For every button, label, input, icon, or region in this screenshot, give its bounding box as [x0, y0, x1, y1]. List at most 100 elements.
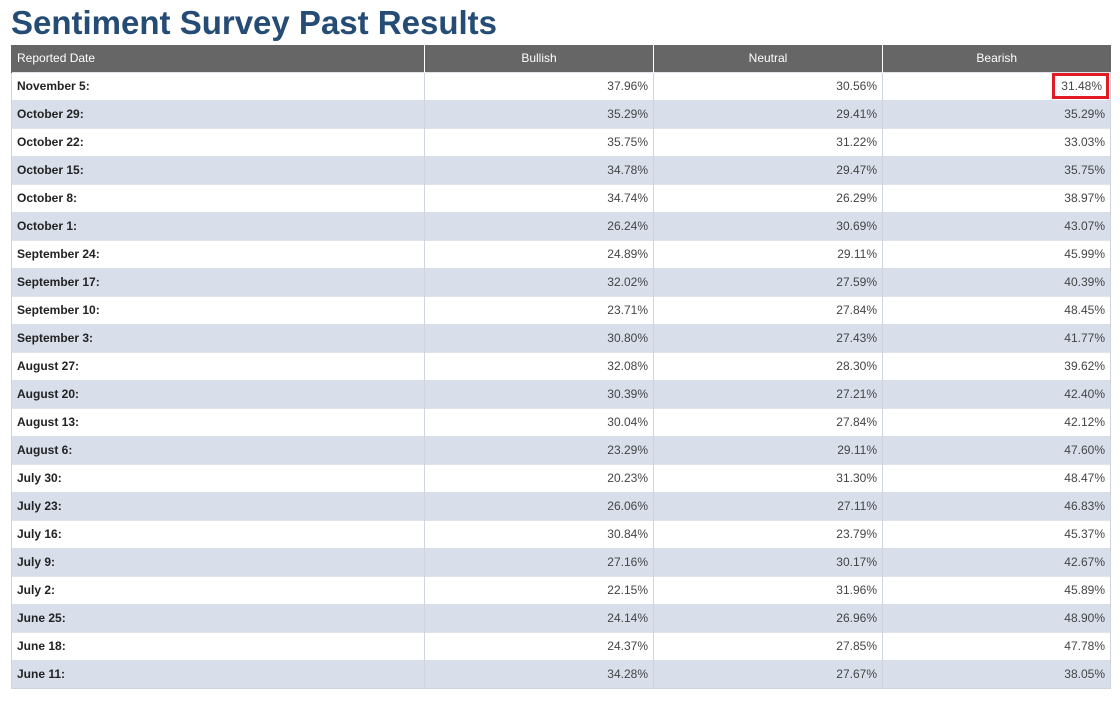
table-body: November 5: 37.96% 30.56% 31.48% October 29:…	[11, 71, 1111, 689]
cell-reported-date: July 16:	[11, 519, 425, 548]
cell-bearish: 42.67%	[882, 547, 1111, 576]
cell-neutral: 28.30%	[653, 351, 883, 380]
table-row: October 8: 34.74% 26.29% 38.97%	[11, 183, 1111, 212]
cell-bearish: 48.45%	[882, 295, 1111, 324]
cell-bearish: 35.75%	[882, 155, 1111, 184]
cell-bullish: 30.04%	[424, 407, 654, 436]
cell-bearish: 33.03%	[882, 127, 1111, 156]
cell-bullish: 30.84%	[424, 519, 654, 548]
cell-bearish: 48.90%	[882, 603, 1111, 632]
cell-bullish: 30.80%	[424, 323, 654, 352]
cell-reported-date: July 9:	[11, 547, 425, 576]
page-title: Sentiment Survey Past Results	[11, 4, 498, 41]
header-bearish: Bearish	[882, 45, 1111, 72]
cell-bullish: 22.15%	[424, 575, 654, 604]
cell-neutral: 30.69%	[653, 211, 883, 240]
cell-neutral: 27.85%	[653, 631, 883, 660]
cell-reported-date: October 29:	[11, 99, 425, 128]
cell-reported-date: July 2:	[11, 575, 425, 604]
cell-bullish: 26.24%	[424, 211, 654, 240]
cell-reported-date: July 23:	[11, 491, 425, 520]
table-row: August 13: 30.04% 27.84% 42.12%	[11, 407, 1111, 436]
cell-reported-date: September 24:	[11, 239, 425, 268]
cell-neutral: 27.43%	[653, 323, 883, 352]
table-row: September 3: 30.80% 27.43% 41.77%	[11, 323, 1111, 352]
cell-bearish: 46.83%	[882, 491, 1111, 520]
cell-reported-date: September 3:	[11, 323, 425, 352]
cell-bullish: 23.71%	[424, 295, 654, 324]
cell-bullish: 23.29%	[424, 435, 654, 464]
table-row: July 9: 27.16% 30.17% 42.67%	[11, 547, 1111, 576]
table-row: November 5: 37.96% 30.56% 31.48%	[11, 71, 1111, 100]
cell-reported-date: June 25:	[11, 603, 425, 632]
cell-bullish: 32.08%	[424, 351, 654, 380]
cell-neutral: 30.17%	[653, 547, 883, 576]
cell-neutral: 27.11%	[653, 491, 883, 520]
sentiment-results-table: Reported Date Bullish Neutral Bearish No…	[11, 45, 1111, 689]
table-row: October 1: 26.24% 30.69% 43.07%	[11, 211, 1111, 240]
cell-reported-date: October 8:	[11, 183, 425, 212]
table-row: September 10: 23.71% 27.84% 48.45%	[11, 295, 1111, 324]
cell-reported-date: August 27:	[11, 351, 425, 380]
table-row: July 23: 26.06% 27.11% 46.83%	[11, 491, 1111, 520]
cell-bearish: 42.12%	[882, 407, 1111, 436]
cell-neutral: 30.56%	[653, 71, 883, 100]
cell-bullish: 32.02%	[424, 267, 654, 296]
cell-bullish: 26.06%	[424, 491, 654, 520]
cell-reported-date: September 10:	[11, 295, 425, 324]
cell-neutral: 29.41%	[653, 99, 883, 128]
cell-reported-date: September 17:	[11, 267, 425, 296]
cell-reported-date: June 11:	[11, 659, 425, 689]
cell-bullish: 34.78%	[424, 155, 654, 184]
table-row: October 29: 35.29% 29.41% 35.29%	[11, 99, 1111, 128]
cell-reported-date: August 6:	[11, 435, 425, 464]
cell-neutral: 27.84%	[653, 295, 883, 324]
table-row: August 27: 32.08% 28.30% 39.62%	[11, 351, 1111, 380]
cell-bullish: 35.29%	[424, 99, 654, 128]
table-row: August 20: 30.39% 27.21% 42.40%	[11, 379, 1111, 408]
cell-neutral: 31.22%	[653, 127, 883, 156]
highlighted-value: 31.48%	[1052, 73, 1109, 99]
cell-reported-date: October 22:	[11, 127, 425, 156]
cell-bearish: 38.05%	[882, 659, 1111, 689]
cell-bullish: 20.23%	[424, 463, 654, 492]
cell-bearish: 42.40%	[882, 379, 1111, 408]
cell-reported-date: November 5:	[11, 71, 425, 100]
cell-bullish: 34.28%	[424, 659, 654, 689]
cell-neutral: 31.96%	[653, 575, 883, 604]
cell-reported-date: October 15:	[11, 155, 425, 184]
cell-bearish: 45.37%	[882, 519, 1111, 548]
cell-bearish: 41.77%	[882, 323, 1111, 352]
cell-reported-date: October 1:	[11, 211, 425, 240]
cell-reported-date: August 13:	[11, 407, 425, 436]
cell-bullish: 27.16%	[424, 547, 654, 576]
cell-neutral: 27.59%	[653, 267, 883, 296]
table-row: July 30: 20.23% 31.30% 48.47%	[11, 463, 1111, 492]
table-row: September 24: 24.89% 29.11% 45.99%	[11, 239, 1111, 268]
cell-neutral: 23.79%	[653, 519, 883, 548]
cell-bearish: 35.29%	[882, 99, 1111, 128]
cell-neutral: 31.30%	[653, 463, 883, 492]
table-row: July 2: 22.15% 31.96% 45.89%	[11, 575, 1111, 604]
cell-neutral: 27.67%	[653, 659, 883, 689]
cell-bullish: 24.89%	[424, 239, 654, 268]
cell-neutral: 29.11%	[653, 239, 883, 268]
header-neutral: Neutral	[653, 45, 883, 72]
cell-bearish: 45.99%	[882, 239, 1111, 268]
table-row: August 6: 23.29% 29.11% 47.60%	[11, 435, 1111, 464]
cell-bearish: 38.97%	[882, 183, 1111, 212]
table-row: September 17: 32.02% 27.59% 40.39%	[11, 267, 1111, 296]
header-bullish: Bullish	[424, 45, 654, 72]
cell-bullish: 24.37%	[424, 631, 654, 660]
header-row: Reported Date Bullish Neutral Bearish	[11, 45, 1111, 72]
cell-bullish: 35.75%	[424, 127, 654, 156]
cell-bearish: 45.89%	[882, 575, 1111, 604]
cell-neutral: 27.21%	[653, 379, 883, 408]
cell-reported-date: August 20:	[11, 379, 425, 408]
cell-bearish: 47.60%	[882, 435, 1111, 464]
cell-bullish: 30.39%	[424, 379, 654, 408]
cell-bullish: 37.96%	[424, 71, 654, 100]
cell-bearish: 48.47%	[882, 463, 1111, 492]
cell-bullish: 24.14%	[424, 603, 654, 632]
cell-bearish: 39.62%	[882, 351, 1111, 380]
